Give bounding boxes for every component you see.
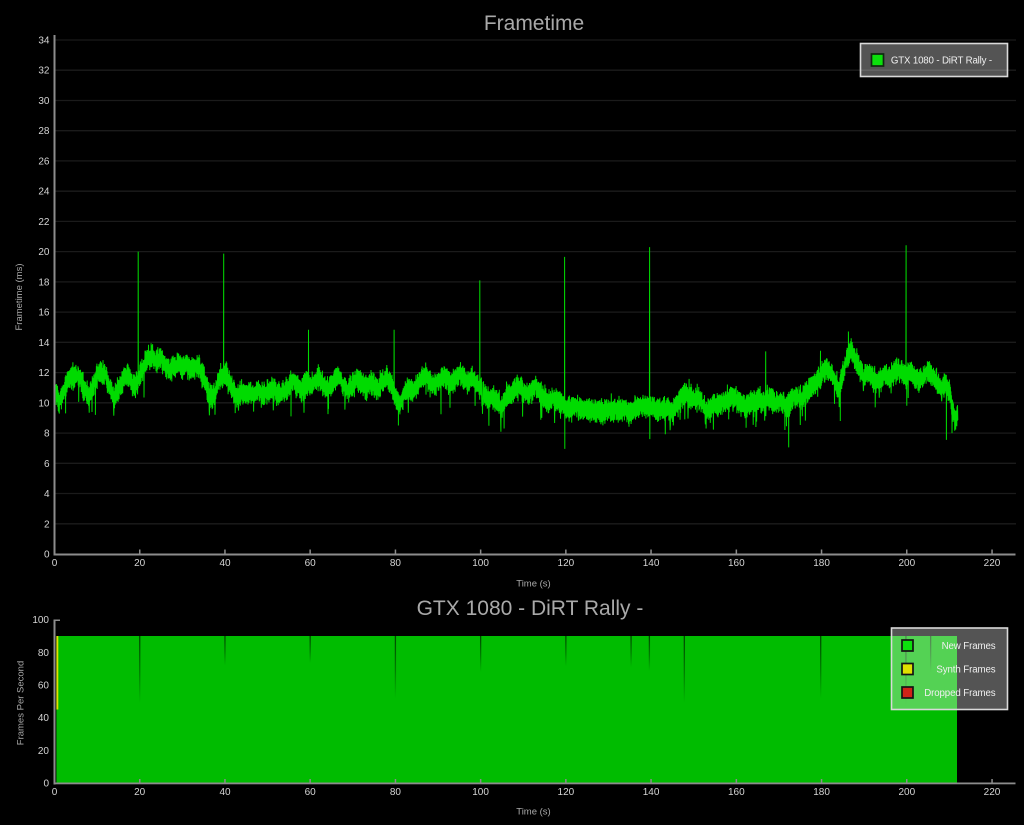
svg-text:200: 200 <box>898 558 915 569</box>
svg-text:40: 40 <box>38 713 50 724</box>
svg-text:Frametime: Frametime <box>484 12 584 35</box>
svg-text:22: 22 <box>38 217 50 228</box>
svg-text:16: 16 <box>38 308 50 319</box>
svg-text:180: 180 <box>813 787 830 798</box>
svg-text:180: 180 <box>813 558 830 569</box>
svg-text:60: 60 <box>305 787 317 798</box>
svg-text:26: 26 <box>38 156 50 167</box>
svg-text:60: 60 <box>305 558 317 569</box>
svg-text:120: 120 <box>558 787 575 798</box>
svg-text:GTX 1080 - DiRT Rally -: GTX 1080 - DiRT Rally - <box>891 56 992 67</box>
svg-text:20: 20 <box>134 787 146 798</box>
svg-text:2: 2 <box>44 519 50 530</box>
svg-text:32: 32 <box>38 66 50 77</box>
svg-text:34: 34 <box>38 36 50 47</box>
svg-text:Frametime (ms): Frametime (ms) <box>14 263 25 330</box>
svg-text:40: 40 <box>219 787 231 798</box>
svg-text:18: 18 <box>38 277 50 288</box>
svg-text:80: 80 <box>390 558 402 569</box>
svg-text:20: 20 <box>134 558 146 569</box>
svg-text:10: 10 <box>38 398 50 409</box>
svg-text:0: 0 <box>44 550 50 561</box>
svg-text:New Frames: New Frames <box>942 641 996 652</box>
svg-text:Frames Per Second: Frames Per Second <box>16 661 27 745</box>
svg-text:220: 220 <box>984 558 1001 569</box>
svg-text:8: 8 <box>44 429 50 440</box>
svg-text:20: 20 <box>38 247 50 258</box>
svg-text:80: 80 <box>38 648 50 659</box>
svg-text:200: 200 <box>898 787 915 798</box>
svg-text:Synth Frames: Synth Frames <box>936 665 995 676</box>
svg-text:100: 100 <box>32 615 49 626</box>
svg-text:140: 140 <box>643 558 660 569</box>
svg-text:30: 30 <box>38 96 50 107</box>
svg-text:220: 220 <box>984 787 1001 798</box>
svg-text:6: 6 <box>44 459 50 470</box>
svg-text:GTX 1080 - DiRT Rally -: GTX 1080 - DiRT Rally - <box>417 597 644 620</box>
svg-text:60: 60 <box>38 681 50 692</box>
svg-text:100: 100 <box>472 787 489 798</box>
svg-text:0: 0 <box>52 558 58 569</box>
svg-text:Time (s): Time (s) <box>516 579 550 590</box>
svg-text:0: 0 <box>43 779 49 790</box>
svg-text:28: 28 <box>38 126 50 137</box>
svg-text:Dropped Frames: Dropped Frames <box>924 688 996 699</box>
svg-text:100: 100 <box>472 558 489 569</box>
svg-text:24: 24 <box>38 187 50 198</box>
svg-text:120: 120 <box>558 558 575 569</box>
svg-text:20: 20 <box>38 746 50 757</box>
svg-text:12: 12 <box>38 368 50 379</box>
svg-text:80: 80 <box>390 787 402 798</box>
svg-text:40: 40 <box>219 558 231 569</box>
svg-text:160: 160 <box>728 787 745 798</box>
svg-text:160: 160 <box>728 558 745 569</box>
svg-text:0: 0 <box>52 787 58 798</box>
svg-text:Time (s): Time (s) <box>516 807 550 818</box>
svg-text:14: 14 <box>38 338 50 349</box>
svg-text:4: 4 <box>44 489 50 500</box>
svg-text:140: 140 <box>643 787 660 798</box>
